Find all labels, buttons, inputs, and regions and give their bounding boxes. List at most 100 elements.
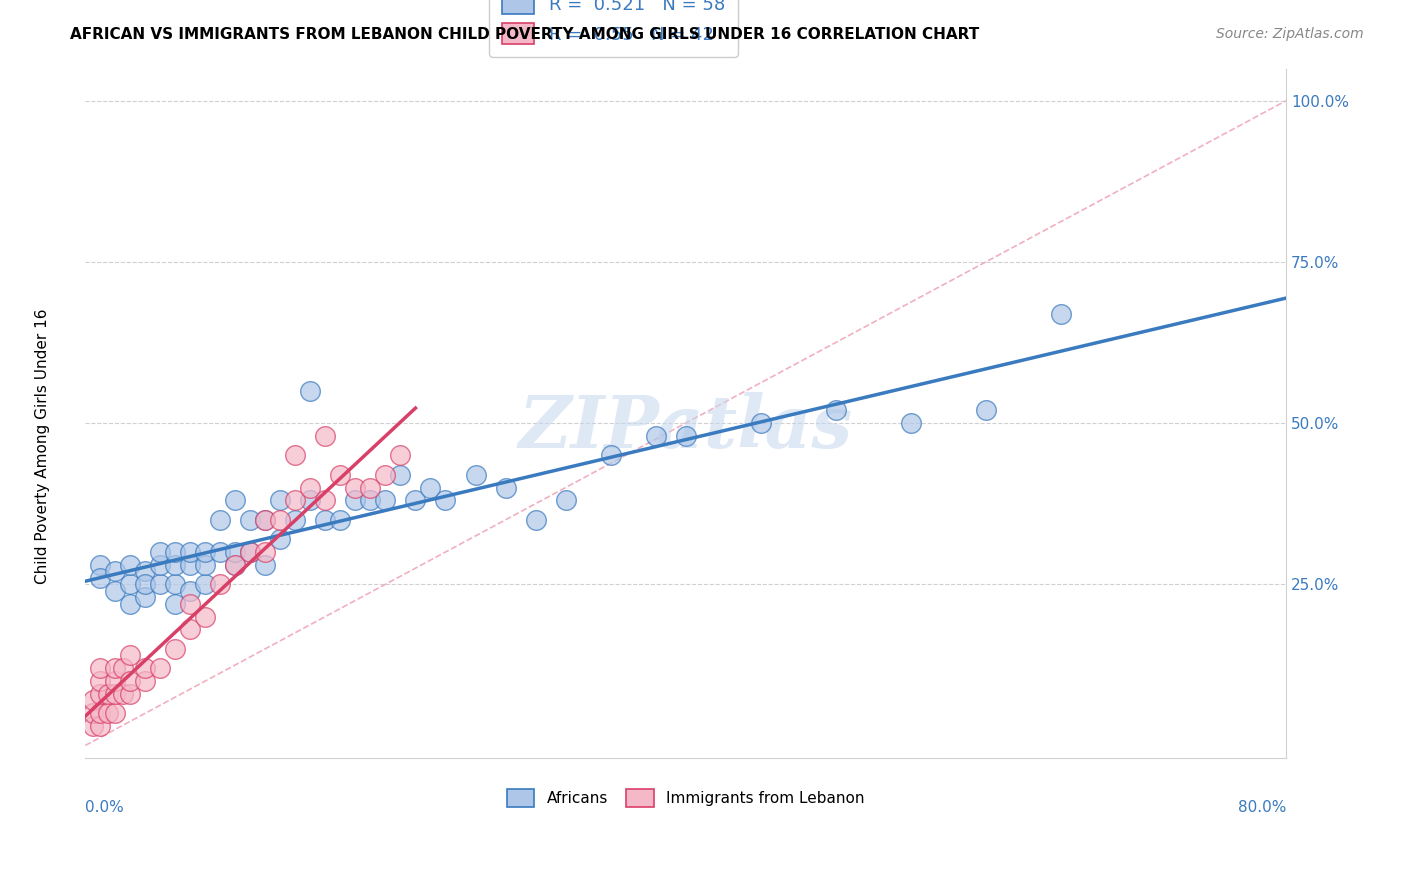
Point	[329, 467, 352, 482]
Point	[134, 673, 156, 688]
Point	[974, 403, 997, 417]
Point	[104, 687, 127, 701]
Point	[120, 648, 142, 663]
Point	[104, 706, 127, 721]
Point	[120, 577, 142, 591]
Point	[329, 513, 352, 527]
Point	[179, 597, 201, 611]
Text: 0.0%: 0.0%	[86, 800, 124, 814]
Point	[419, 481, 441, 495]
Point	[89, 673, 111, 688]
Point	[389, 448, 412, 462]
Point	[900, 416, 922, 430]
Point	[104, 583, 127, 598]
Point	[269, 513, 291, 527]
Point	[434, 493, 457, 508]
Point	[749, 416, 772, 430]
Text: 80.0%: 80.0%	[1237, 800, 1286, 814]
Point	[495, 481, 517, 495]
Point	[120, 687, 142, 701]
Point	[824, 403, 846, 417]
Point	[89, 706, 111, 721]
Point	[194, 558, 217, 572]
Point	[165, 577, 187, 591]
Point	[374, 493, 396, 508]
Point	[82, 693, 104, 707]
Point	[194, 545, 217, 559]
Point	[224, 493, 246, 508]
Point	[389, 467, 412, 482]
Point	[1050, 306, 1073, 320]
Point	[179, 545, 201, 559]
Point	[314, 493, 336, 508]
Point	[165, 597, 187, 611]
Point	[179, 583, 201, 598]
Point	[89, 571, 111, 585]
Point	[104, 565, 127, 579]
Point	[82, 719, 104, 733]
Point	[120, 558, 142, 572]
Point	[134, 565, 156, 579]
Point	[644, 429, 666, 443]
Point	[269, 493, 291, 508]
Point	[89, 719, 111, 733]
Point	[599, 448, 621, 462]
Point	[269, 532, 291, 546]
Point	[284, 493, 307, 508]
Point	[675, 429, 697, 443]
Point	[149, 577, 172, 591]
Point	[104, 673, 127, 688]
Point	[254, 513, 277, 527]
Point	[149, 661, 172, 675]
Point	[165, 641, 187, 656]
Point	[344, 493, 367, 508]
Legend: Africans, Immigrants from Lebanon: Africans, Immigrants from Lebanon	[501, 783, 870, 813]
Text: Child Poverty Among Girls Under 16: Child Poverty Among Girls Under 16	[35, 309, 49, 583]
Point	[89, 661, 111, 675]
Point	[299, 481, 322, 495]
Point	[97, 687, 120, 701]
Point	[524, 513, 547, 527]
Point	[314, 513, 336, 527]
Point	[314, 429, 336, 443]
Point	[209, 513, 232, 527]
Point	[134, 590, 156, 604]
Point	[254, 558, 277, 572]
Point	[111, 687, 134, 701]
Point	[224, 558, 246, 572]
Point	[89, 558, 111, 572]
Point	[299, 493, 322, 508]
Point	[104, 661, 127, 675]
Text: Source: ZipAtlas.com: Source: ZipAtlas.com	[1216, 27, 1364, 41]
Point	[134, 577, 156, 591]
Point	[299, 384, 322, 398]
Point	[120, 597, 142, 611]
Point	[97, 706, 120, 721]
Point	[179, 623, 201, 637]
Point	[89, 687, 111, 701]
Point	[194, 577, 217, 591]
Point	[284, 513, 307, 527]
Point	[239, 545, 262, 559]
Point	[284, 448, 307, 462]
Point	[165, 558, 187, 572]
Point	[554, 493, 576, 508]
Point	[209, 545, 232, 559]
Point	[254, 545, 277, 559]
Point	[194, 609, 217, 624]
Text: AFRICAN VS IMMIGRANTS FROM LEBANON CHILD POVERTY AMONG GIRLS UNDER 16 CORRELATIO: AFRICAN VS IMMIGRANTS FROM LEBANON CHILD…	[70, 27, 980, 42]
Point	[239, 545, 262, 559]
Point	[344, 481, 367, 495]
Text: ZIPatlas: ZIPatlas	[519, 392, 852, 463]
Point	[359, 481, 381, 495]
Point	[224, 558, 246, 572]
Point	[149, 545, 172, 559]
Point	[149, 558, 172, 572]
Point	[165, 545, 187, 559]
Point	[374, 467, 396, 482]
Point	[239, 513, 262, 527]
Point	[224, 545, 246, 559]
Point	[464, 467, 486, 482]
Point	[134, 661, 156, 675]
Point	[111, 661, 134, 675]
